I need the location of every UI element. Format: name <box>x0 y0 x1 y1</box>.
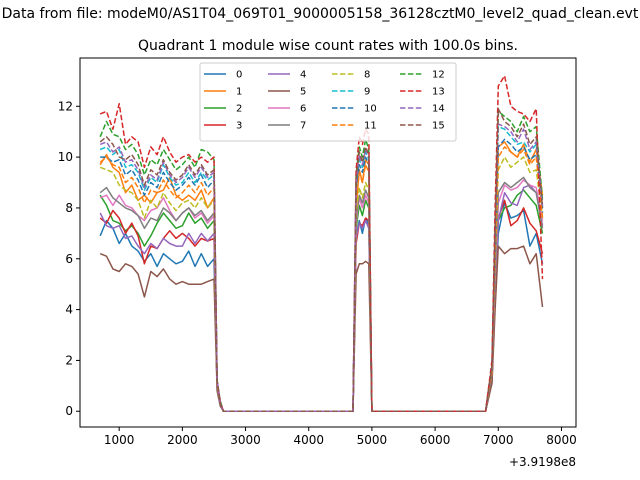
x-tick-label: 3000 <box>230 433 261 447</box>
series-line-5 <box>99 245 544 412</box>
series-line-7 <box>99 176 544 412</box>
series-line-1 <box>99 141 544 412</box>
y-tick-label: 0 <box>65 404 73 418</box>
x-tick-label: 6000 <box>420 433 451 447</box>
series-line-11 <box>99 146 544 412</box>
legend-label-8: 8 <box>364 70 370 81</box>
legend-label-9: 9 <box>364 87 370 98</box>
legend-label-6: 6 <box>300 104 306 115</box>
legend-label-1: 1 <box>236 87 242 98</box>
legend-label-5: 5 <box>300 87 306 98</box>
legend-label-2: 2 <box>236 104 242 115</box>
y-tick-label: 8 <box>65 201 73 215</box>
x-tick-label: 5000 <box>357 433 388 447</box>
series-line-8 <box>99 156 544 412</box>
figure-suptitle: Data from file: modeM0/AS1T04_069T01_900… <box>2 6 639 22</box>
legend-label-0: 0 <box>236 70 242 81</box>
series-line-15 <box>99 108 544 412</box>
plot-area-frame <box>79 57 577 428</box>
y-tick-label: 6 <box>65 252 73 266</box>
series-line-12 <box>99 110 544 412</box>
x-tick-label: 1000 <box>104 433 135 447</box>
legend-frame <box>199 62 457 142</box>
legend-label-7: 7 <box>300 121 306 132</box>
y-tick-label: 2 <box>65 353 73 367</box>
series-line-2 <box>99 189 544 412</box>
x-axis-offset-label: +3.9198e8 <box>509 455 576 469</box>
legend-label-11: 11 <box>364 121 377 132</box>
legend-label-10: 10 <box>364 104 377 115</box>
series-line-4 <box>99 184 544 412</box>
y-axis-ticks: 0 2 4 6 8 10 12 <box>58 99 80 418</box>
legend-label-15: 15 <box>432 121 445 132</box>
series-line-3 <box>99 199 544 412</box>
x-tick-label: 2000 <box>167 433 198 447</box>
legend-label-14: 14 <box>432 104 445 115</box>
series-line-6 <box>99 179 544 412</box>
legend-label-13: 13 <box>432 87 445 98</box>
x-axis-ticks: 1000 2000 3000 4000 5000 6000 7000 8000 <box>104 427 577 447</box>
legend-label-12: 12 <box>432 70 445 81</box>
y-tick-label: 4 <box>65 303 73 317</box>
x-tick-label: 8000 <box>546 433 577 447</box>
y-tick-label: 12 <box>58 99 73 113</box>
legend-label-3: 3 <box>236 121 242 132</box>
chart-title: Quadrant 1 module wise count rates with … <box>138 38 518 54</box>
series-group <box>99 75 544 412</box>
series-line-14 <box>99 123 544 412</box>
legend-label-4: 4 <box>300 70 306 81</box>
x-tick-label: 7000 <box>483 433 514 447</box>
x-tick-label: 4000 <box>293 433 324 447</box>
y-tick-label: 10 <box>58 150 73 164</box>
